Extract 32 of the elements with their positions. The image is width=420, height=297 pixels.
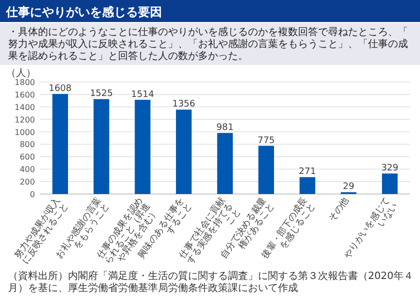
data-label: 981 [216,122,234,133]
bar [258,146,274,194]
y-tick-label: 400 [20,165,35,174]
y-tick-label: 800 [20,140,35,150]
y-tick-label: 1200 [14,115,35,124]
text: （資料出所）内閣府「満足度・生活の質に関する調査」に関する第３次報告書（2020年４月）を基に、厚生労働省労働基準局労働条件政策課において作成 [8,270,414,294]
bar [94,99,110,194]
y-axis-title: （人） [6,68,36,79]
bar [134,100,150,194]
y-tick-label: 600 [20,152,35,162]
chart-subtitle: ・具体的にどのようなことに仕事のやりがいを感じるのかを複数回答で尋ねたところ、「努力や成果が収入に反映されること」、「お礼や感謝の言葉をもらうこと」、「仕事の成果を認められること」と回答した人の数が多かった。 [8,26,408,62]
y-tick-label: 200 [20,178,35,187]
data-label: 29 [342,182,355,192]
bar [382,174,398,194]
data-label: 1514 [131,90,154,100]
data-label: 1525 [90,89,113,100]
bar [217,132,233,194]
y-tick-label: 1400 [14,102,35,112]
bar [300,177,316,194]
y-tick-label: 1000 [14,128,35,137]
chart-title: 仕事にやりがいを感じる要因 [5,5,162,19]
y-tick-label: 0 [30,190,35,199]
data-label: 271 [298,167,316,178]
data-label: 329 [381,164,399,174]
bar [176,110,192,194]
y-tick-label: 1600 [14,90,35,100]
data-label: 775 [258,136,275,146]
bar [52,94,68,194]
data-label: 1356 [172,100,196,110]
y-tick-label: 1800 [14,78,35,87]
data-label: 1608 [48,84,72,94]
x-tick-label: その他 [326,195,352,224]
